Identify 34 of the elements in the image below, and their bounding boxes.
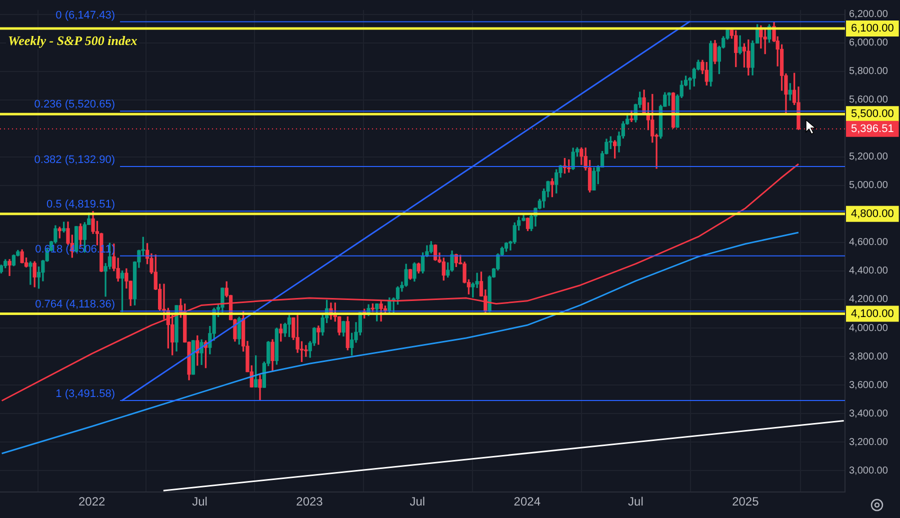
x-tick-label: Jul xyxy=(192,494,208,509)
y-tick-label: 4,400.00 xyxy=(849,266,888,277)
y-tick-label: 4,200.00 xyxy=(849,294,888,306)
ref-line-label: 0.764 (4,118.36) xyxy=(35,298,115,311)
y-tick-label: 5,000.00 xyxy=(849,180,888,192)
x-tick-label: 2023 xyxy=(296,494,324,509)
y-tick-label: 5,600.00 xyxy=(849,94,888,106)
y-tick-label: 6,000.00 xyxy=(849,38,888,49)
y-tick-label: 4,000.00 xyxy=(849,322,888,334)
ref-line-label: 5,396.51 xyxy=(851,122,894,135)
ref-line-label: 0.382 (5,132.90) xyxy=(34,154,115,166)
ref-line-label: 4,100.00 xyxy=(851,308,894,320)
x-tick-label: 2025 xyxy=(732,494,760,509)
text: Weekly - S&P 500 index xyxy=(6,33,140,49)
y-tick-label: 3,200.00 xyxy=(849,436,888,448)
y-tick-label: 3,600.00 xyxy=(849,380,888,391)
ref-line-label: 6,100.00 xyxy=(851,22,894,35)
x-tick-label: Jul xyxy=(410,494,426,509)
y-tick-label: 4,600.00 xyxy=(849,237,888,248)
ref-line-label: 5,500.00 xyxy=(851,108,894,120)
x-tick-label: 2022 xyxy=(78,494,106,509)
ref-line-label: 4,800.00 xyxy=(851,208,894,220)
y-tick-label: 5,200.00 xyxy=(849,152,888,163)
y-tick-label: 3,800.00 xyxy=(849,351,888,362)
ref-line-label: 0.236 (5,520.65) xyxy=(34,98,115,111)
y-tick-label: 5,800.00 xyxy=(849,66,888,78)
x-tick-label: 2024 xyxy=(514,494,541,509)
y-tick-label: 6,200.00 xyxy=(849,9,888,20)
ref-line-label: 1 (3,491.58) xyxy=(56,388,115,400)
ref-line-label: 0.5 (4,819.51) xyxy=(46,198,115,211)
x-tick-label: Jul xyxy=(628,494,644,509)
ref-line-label: 0 (6,147.43) xyxy=(56,9,115,22)
y-tick-label: 3,000.00 xyxy=(849,465,888,476)
y-tick-label: 3,400.00 xyxy=(849,408,888,420)
